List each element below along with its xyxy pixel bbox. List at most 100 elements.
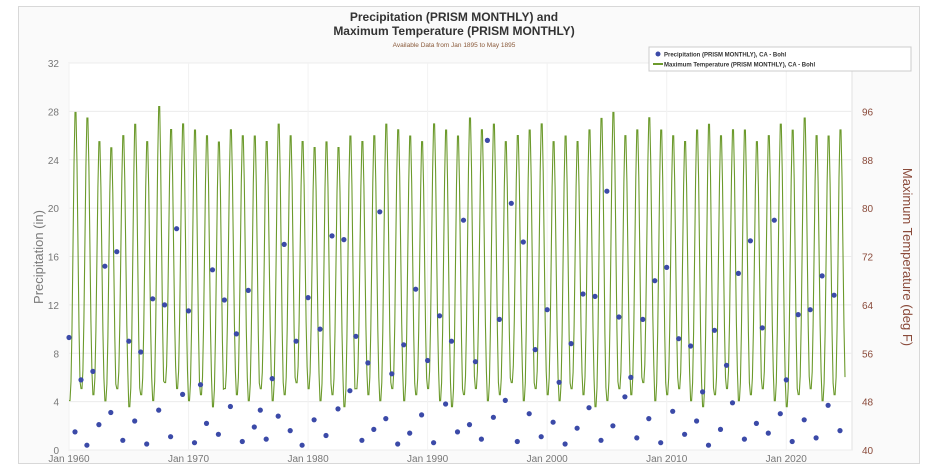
- chart-title-line2: Maximum Temperature (PRISM MONTHLY): [333, 24, 574, 38]
- precipitation-point: [203, 420, 210, 426]
- precipitation-point: [180, 391, 186, 397]
- x-tick-label: Jan 1990: [407, 454, 449, 463]
- chart-title-line1: Precipitation (PRISM MONTHLY) and: [350, 10, 558, 24]
- precipitation-point: [132, 418, 138, 424]
- precipitation-point: [191, 440, 198, 446]
- precipitation-point: [484, 137, 490, 143]
- precipitation-point: [789, 438, 795, 445]
- precipitation-point: [221, 297, 227, 303]
- precipitation-point: [741, 436, 748, 442]
- precipitation-point: [317, 326, 323, 332]
- precipitation-point: [717, 426, 724, 432]
- precipitation-point: [102, 263, 108, 269]
- precipitation-point: [574, 425, 580, 431]
- precipitation-point: [383, 416, 389, 422]
- precipitation-point: [700, 389, 706, 395]
- precipitation-point: [777, 411, 783, 417]
- precipitation-point: [735, 270, 742, 276]
- legend-marker-precipitation: [655, 51, 661, 57]
- precipitation-point: [281, 241, 287, 247]
- precipitation-point: [377, 209, 383, 215]
- precipitation-point: [813, 435, 819, 441]
- precipitation-point: [454, 429, 461, 435]
- y-right-tick-label: 88: [862, 156, 874, 167]
- precipitation-point: [598, 437, 604, 443]
- precipitation-point: [616, 314, 622, 320]
- y-left-tick-label: 32: [48, 59, 60, 70]
- precipitation-point: [305, 295, 311, 301]
- precipitation-point: [401, 342, 407, 348]
- left-axis-ticks: 0 4 8 12 16 20 24 28 32: [48, 59, 60, 457]
- y-right-tick-label: 40: [862, 446, 874, 457]
- precipitation-point: [126, 338, 132, 344]
- x-tick-label: Jan 2000: [527, 454, 569, 463]
- precipitation-point: [801, 417, 807, 423]
- precipitation-point: [84, 442, 90, 448]
- legend: Precipitation (PRISM MONTHLY), CA - Bohl…: [648, 46, 912, 72]
- precipitation-point: [263, 436, 269, 442]
- precipitation-point: [431, 440, 437, 446]
- temperature-series: [69, 105, 846, 408]
- precipitation-point: [96, 422, 102, 428]
- precipitation-point: [197, 382, 204, 388]
- precipitation-point: [323, 432, 329, 439]
- precipitation-point: [759, 325, 765, 331]
- precipitation-point: [120, 437, 126, 443]
- temperature-line: [69, 105, 846, 408]
- precipitation-point: [335, 406, 341, 412]
- precipitation-point: [341, 237, 347, 243]
- precipitation-point: [658, 440, 664, 446]
- precipitation-point: [711, 327, 718, 333]
- precipitation-point: [347, 388, 353, 394]
- precipitation-point: [245, 287, 251, 293]
- precipitation-point: [496, 316, 502, 322]
- precipitation-point: [538, 434, 544, 440]
- precipitation-point: [592, 293, 598, 299]
- precipitation-point: [209, 267, 216, 273]
- x-tick-label: Jan 2020: [766, 454, 808, 463]
- precipitation-point: [490, 414, 496, 420]
- precipitation-point: [532, 347, 538, 353]
- chart-subtitle: Available Data from Jan 1895 to May 1895: [393, 42, 516, 49]
- precipitation-point: [114, 249, 120, 255]
- precipitation-point: [227, 403, 233, 410]
- y-right-tick-label: 48: [862, 398, 874, 409]
- chart-panel: Precipitation (PRISM MONTHLY) and Maximu…: [18, 6, 920, 464]
- precipitation-point: [795, 312, 801, 318]
- precipitation-point: [472, 359, 478, 365]
- y-right-tick-label: 64: [862, 301, 874, 312]
- precipitation-point: [443, 401, 449, 407]
- precipitation-point: [676, 336, 682, 342]
- y-left-tick-label: 28: [48, 107, 60, 118]
- legend-label-temperature: Maximum Temperature (PRISM MONTHLY), CA …: [664, 63, 815, 69]
- precipitation-point: [311, 417, 317, 423]
- x-tick-label: Jan 1960: [48, 454, 90, 463]
- y-left-tick-label: 4: [53, 398, 59, 409]
- precipitation-point: [448, 338, 455, 344]
- precipitation-point: [478, 436, 484, 442]
- precipitation-point: [251, 424, 257, 430]
- precipitation-point: [682, 431, 688, 437]
- precipitation-point: [407, 430, 413, 436]
- y-right-tick-label: 80: [862, 204, 874, 215]
- precipitation-point: [502, 397, 508, 403]
- precipitation-point: [359, 437, 365, 443]
- precipitation-point: [425, 357, 431, 364]
- precipitation-point: [185, 308, 192, 314]
- y-axis-left-title: Precipitation (in): [31, 210, 46, 304]
- precipitation-point: [622, 394, 628, 400]
- precipitation-point: [168, 434, 174, 440]
- precipitation-point: [831, 292, 837, 298]
- precipitation-point: [807, 307, 813, 313]
- precipitation-point: [520, 239, 526, 245]
- precipitation-point: [156, 407, 162, 413]
- precipitation-point: [526, 411, 532, 417]
- precipitation-point: [460, 217, 467, 223]
- precipitation-point: [556, 379, 562, 385]
- precipitation-point: [688, 343, 694, 349]
- precipitation-point: [233, 331, 239, 337]
- precipitation-point: [670, 408, 676, 414]
- precipitation-point: [705, 442, 712, 448]
- precipitation-point: [652, 278, 658, 284]
- y-axis-right-title: Maximum Temperature (deg F): [900, 168, 915, 346]
